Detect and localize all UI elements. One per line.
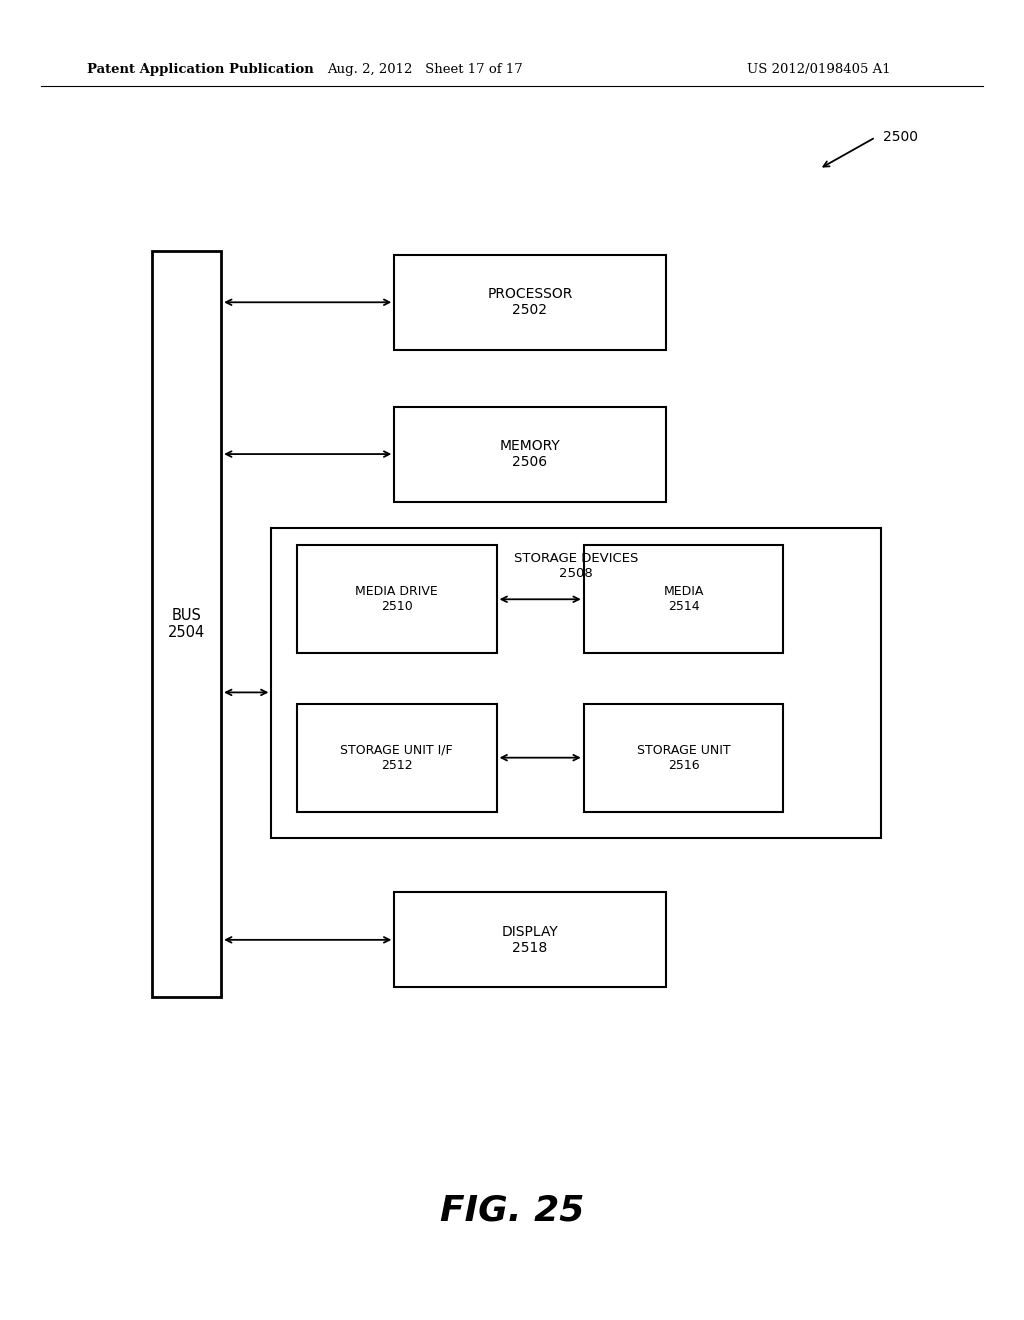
Text: DISPLAY
2518: DISPLAY 2518 [502,925,558,954]
Text: STORAGE UNIT I/F
2512: STORAGE UNIT I/F 2512 [341,743,453,772]
Bar [394,407,666,502]
Bar [394,892,666,987]
Text: STORAGE DEVICES
2508: STORAGE DEVICES 2508 [514,552,638,579]
Text: MEDIA DRIVE
2510: MEDIA DRIVE 2510 [355,585,438,614]
Text: MEMORY
2506: MEMORY 2506 [500,440,560,469]
Bar [394,255,666,350]
Text: Patent Application Publication: Patent Application Publication [87,63,313,77]
Bar [297,704,497,812]
Bar [152,251,221,997]
Text: 2500: 2500 [883,131,918,144]
Text: BUS
2504: BUS 2504 [168,607,205,640]
Text: STORAGE UNIT
2516: STORAGE UNIT 2516 [637,743,730,772]
Text: MEDIA
2514: MEDIA 2514 [664,585,703,614]
Text: FIG. 25: FIG. 25 [440,1193,584,1228]
Bar [584,545,783,653]
Bar [271,528,881,838]
Text: PROCESSOR
2502: PROCESSOR 2502 [487,288,572,317]
Bar [297,545,497,653]
Bar [584,704,783,812]
Text: US 2012/0198405 A1: US 2012/0198405 A1 [748,63,891,77]
Text: Aug. 2, 2012   Sheet 17 of 17: Aug. 2, 2012 Sheet 17 of 17 [327,63,523,77]
